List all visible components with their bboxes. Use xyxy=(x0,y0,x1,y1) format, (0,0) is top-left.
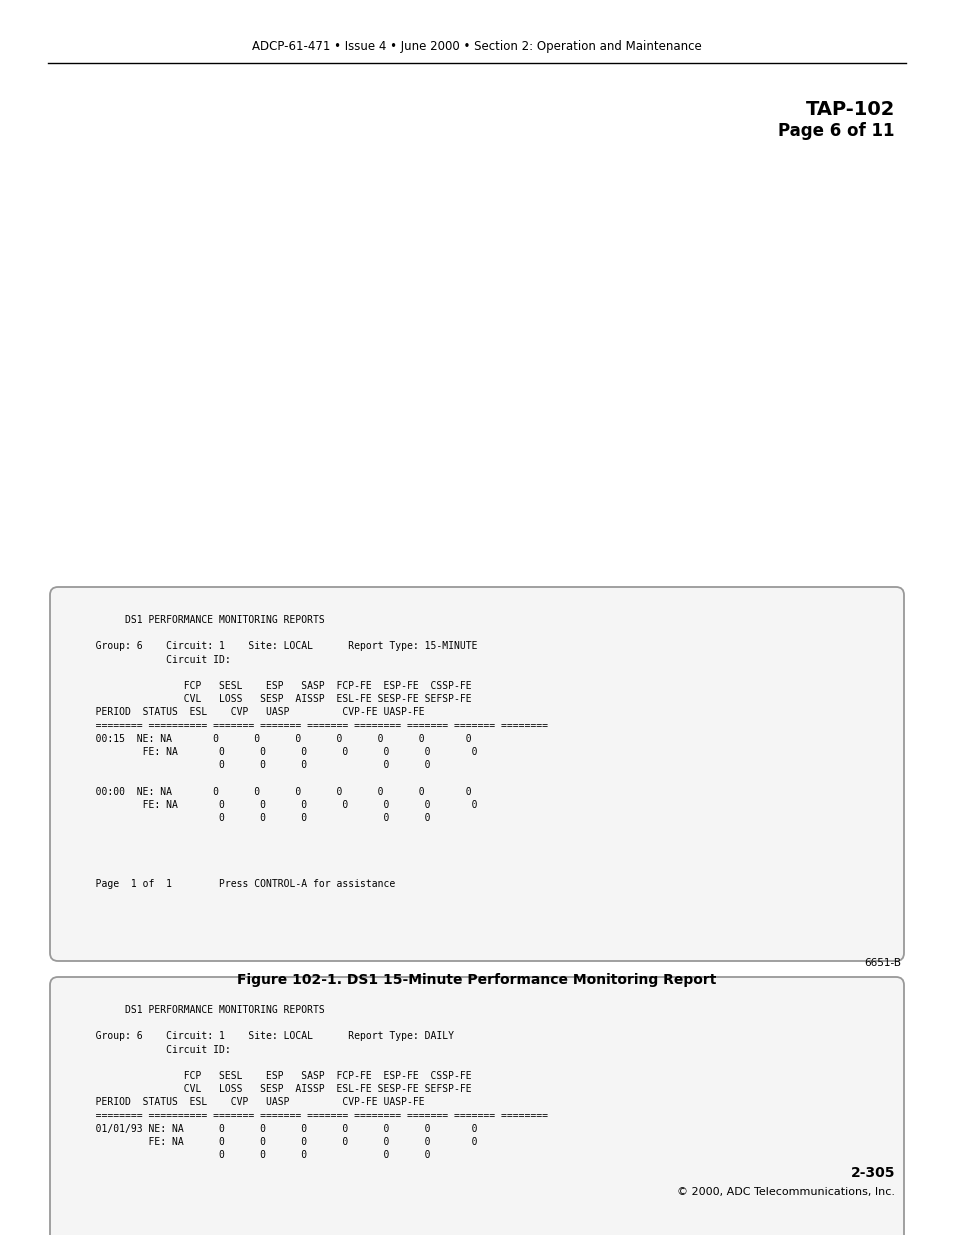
Text: CVL   LOSS   SESP  AISSP  ESL-FE SESP-FE SEFSP-FE: CVL LOSS SESP AISSP ESL-FE SESP-FE SEFSP… xyxy=(78,694,471,704)
Text: 00:15  NE: NA       0      0      0      0      0      0       0: 00:15 NE: NA 0 0 0 0 0 0 0 xyxy=(78,734,471,743)
Text: ======== ========== ======= ======= ======= ======== ======= ======= ========: ======== ========== ======= ======= ====… xyxy=(78,1110,547,1120)
Text: TAP-102: TAP-102 xyxy=(804,100,894,119)
Text: ======== ========== ======= ======= ======= ======== ======= ======= ========: ======== ========== ======= ======= ====… xyxy=(78,720,547,731)
Text: 00:00  NE: NA       0      0      0      0      0      0       0: 00:00 NE: NA 0 0 0 0 0 0 0 xyxy=(78,787,471,797)
Text: 0      0      0             0      0: 0 0 0 0 0 xyxy=(78,1150,430,1160)
Text: FE: NA      0      0      0      0      0      0       0: FE: NA 0 0 0 0 0 0 0 xyxy=(78,1137,477,1147)
Text: 0      0      0             0      0: 0 0 0 0 0 xyxy=(78,813,430,823)
Text: PERIOD  STATUS  ESL    CVP   UASP         CVP-FE UASP-FE: PERIOD STATUS ESL CVP UASP CVP-FE UASP-F… xyxy=(78,1098,424,1108)
Text: 01/01/93 NE: NA      0      0      0      0      0      0       0: 01/01/93 NE: NA 0 0 0 0 0 0 0 xyxy=(78,1124,477,1134)
Text: © 2000, ADC Telecommunications, Inc.: © 2000, ADC Telecommunications, Inc. xyxy=(677,1187,894,1197)
Text: 0      0      0             0      0: 0 0 0 0 0 xyxy=(78,761,430,771)
Text: Page  1 of  1        Press CONTROL-A for assistance: Page 1 of 1 Press CONTROL-A for assistan… xyxy=(78,879,395,889)
Text: Figure 102-1. DS1 15-Minute Performance Monitoring Report: Figure 102-1. DS1 15-Minute Performance … xyxy=(237,973,716,987)
Text: ADCP-61-471 • Issue 4 • June 2000 • Section 2: Operation and Maintenance: ADCP-61-471 • Issue 4 • June 2000 • Sect… xyxy=(252,40,701,53)
Text: FCP   SESL    ESP   SASP  FCP-FE  ESP-FE  CSSP-FE: FCP SESL ESP SASP FCP-FE ESP-FE CSSP-FE xyxy=(78,680,471,692)
Text: CVL   LOSS   SESP  AISSP  ESL-FE SESP-FE SEFSP-FE: CVL LOSS SESP AISSP ESL-FE SESP-FE SEFSP… xyxy=(78,1084,471,1094)
Text: Page 6 of 11: Page 6 of 11 xyxy=(778,122,894,140)
Text: DS1 PERFORMANCE MONITORING REPORTS: DS1 PERFORMANCE MONITORING REPORTS xyxy=(78,1005,324,1015)
Text: FCP   SESL    ESP   SASP  FCP-FE  ESP-FE  CSSP-FE: FCP SESL ESP SASP FCP-FE ESP-FE CSSP-FE xyxy=(78,1071,471,1081)
Text: DS1 PERFORMANCE MONITORING REPORTS: DS1 PERFORMANCE MONITORING REPORTS xyxy=(78,615,324,625)
FancyBboxPatch shape xyxy=(50,977,903,1235)
Text: 2-305: 2-305 xyxy=(850,1166,894,1179)
Text: FE: NA       0      0      0      0      0      0       0: FE: NA 0 0 0 0 0 0 0 xyxy=(78,747,477,757)
Text: 6651-B: 6651-B xyxy=(863,958,900,968)
FancyBboxPatch shape xyxy=(50,587,903,961)
Text: Group: 6    Circuit: 1    Site: LOCAL      Report Type: 15-MINUTE: Group: 6 Circuit: 1 Site: LOCAL Report T… xyxy=(78,641,477,651)
Text: FE: NA       0      0      0      0      0      0       0: FE: NA 0 0 0 0 0 0 0 xyxy=(78,800,477,810)
Text: Circuit ID:: Circuit ID: xyxy=(78,1045,231,1055)
Text: Circuit ID:: Circuit ID: xyxy=(78,655,231,664)
Text: PERIOD  STATUS  ESL    CVP   UASP         CVP-FE UASP-FE: PERIOD STATUS ESL CVP UASP CVP-FE UASP-F… xyxy=(78,708,424,718)
Text: Group: 6    Circuit: 1    Site: LOCAL      Report Type: DAILY: Group: 6 Circuit: 1 Site: LOCAL Report T… xyxy=(78,1031,454,1041)
